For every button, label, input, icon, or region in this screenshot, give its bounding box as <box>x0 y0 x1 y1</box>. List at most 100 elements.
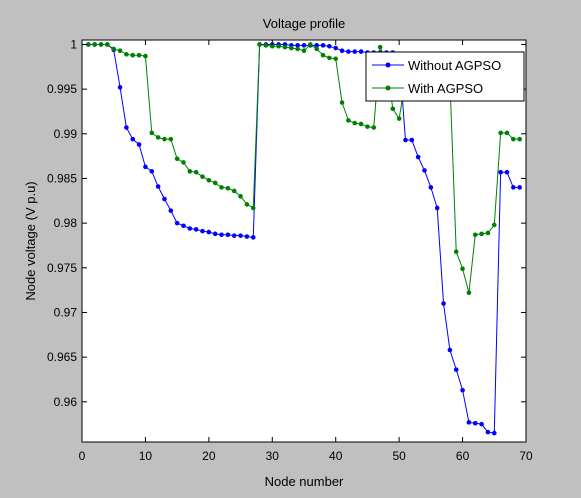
y-tick-label: 0.995 <box>47 82 77 96</box>
data-point-without-agpso <box>429 185 434 190</box>
data-point-without-agpso <box>473 421 478 426</box>
chart-title: Voltage profile <box>263 16 345 31</box>
data-point-without-agpso <box>359 49 364 54</box>
data-point-with-agpso <box>517 137 522 142</box>
data-point-without-agpso <box>416 155 421 160</box>
data-point-without-agpso <box>200 229 205 234</box>
data-point-with-agpso <box>314 47 319 52</box>
y-tick-label: 0.965 <box>47 350 77 364</box>
data-point-without-agpso <box>181 224 186 229</box>
y-axis-label: Node voltage (V p.u) <box>23 181 38 300</box>
x-tick-label: 20 <box>202 449 216 463</box>
data-point-with-agpso <box>200 174 205 179</box>
data-point-with-agpso <box>245 202 250 207</box>
data-point-without-agpso <box>175 221 180 226</box>
data-point-without-agpso <box>188 226 193 231</box>
legend[interactable]: Without AGPSO With AGPSO <box>366 52 524 101</box>
data-point-without-agpso <box>130 137 135 142</box>
data-point-without-agpso <box>460 388 465 393</box>
data-point-with-agpso <box>251 206 256 211</box>
data-point-with-agpso <box>378 45 383 50</box>
y-tick-label: 0.98 <box>54 216 78 230</box>
data-point-without-agpso <box>226 232 231 237</box>
data-point-with-agpso <box>371 125 376 130</box>
y-tick-label: 0.975 <box>47 261 77 275</box>
data-point-with-agpso <box>162 137 167 142</box>
data-point-without-agpso <box>245 234 250 239</box>
data-point-with-agpso <box>226 186 231 191</box>
y-tick-label: 1 <box>70 37 77 51</box>
data-point-with-agpso <box>219 185 224 190</box>
data-point-with-agpso <box>149 131 154 136</box>
data-point-without-agpso <box>448 348 453 353</box>
data-point-without-agpso <box>143 165 148 170</box>
data-point-with-agpso <box>511 137 516 142</box>
data-point-with-agpso <box>454 249 459 254</box>
data-point-without-agpso <box>232 233 237 238</box>
data-point-with-agpso <box>207 178 212 183</box>
data-point-with-agpso <box>333 56 338 61</box>
legend-label-without-agpso: Without AGPSO <box>408 58 501 73</box>
data-point-with-agpso <box>181 160 186 165</box>
y-tick-label: 0.97 <box>54 305 78 319</box>
data-point-with-agpso <box>188 169 193 174</box>
data-point-with-agpso <box>460 266 465 271</box>
x-tick-label: 50 <box>392 449 406 463</box>
data-point-without-agpso <box>251 235 256 240</box>
data-point-with-agpso <box>111 47 116 52</box>
data-point-without-agpso <box>333 46 338 51</box>
data-point-with-agpso <box>169 137 174 142</box>
x-tick-label: 10 <box>139 449 153 463</box>
data-point-without-agpso <box>169 208 174 213</box>
data-point-without-agpso <box>302 43 307 48</box>
data-point-without-agpso <box>492 431 497 436</box>
legend-marker-with-agpso <box>386 86 391 91</box>
data-point-with-agpso <box>505 131 510 136</box>
legend-label-with-agpso: With AGPSO <box>408 81 483 96</box>
data-point-with-agpso <box>295 47 300 52</box>
data-point-without-agpso <box>352 49 357 54</box>
data-point-without-agpso <box>321 43 326 48</box>
data-point-without-agpso <box>410 138 415 143</box>
data-point-with-agpso <box>479 232 484 237</box>
data-point-with-agpso <box>321 53 326 58</box>
data-point-with-agpso <box>143 54 148 59</box>
y-tick-label: 0.985 <box>47 171 77 185</box>
data-point-with-agpso <box>175 157 180 162</box>
x-tick-label: 40 <box>329 449 343 463</box>
data-point-with-agpso <box>346 118 351 123</box>
data-point-with-agpso <box>232 189 237 194</box>
data-point-without-agpso <box>124 125 129 130</box>
data-point-without-agpso <box>219 232 224 237</box>
data-point-with-agpso <box>340 100 345 105</box>
data-point-with-agpso <box>238 194 243 199</box>
data-point-without-agpso <box>403 138 408 143</box>
data-point-without-agpso <box>505 170 510 175</box>
data-point-without-agpso <box>517 185 522 190</box>
data-point-with-agpso <box>264 43 269 48</box>
data-point-without-agpso <box>441 301 446 306</box>
legend-marker-without-agpso <box>386 63 391 68</box>
data-point-with-agpso <box>473 232 478 237</box>
data-point-with-agpso <box>289 46 294 51</box>
data-point-without-agpso <box>194 227 199 232</box>
data-point-with-agpso <box>276 44 281 49</box>
data-point-with-agpso <box>397 116 402 121</box>
data-point-without-agpso <box>498 170 503 175</box>
data-point-without-agpso <box>162 197 167 202</box>
data-point-without-agpso <box>422 168 427 173</box>
data-point-without-agpso <box>327 44 332 49</box>
data-point-with-agpso <box>308 42 313 47</box>
data-point-with-agpso <box>99 42 104 47</box>
y-tick-label: 0.99 <box>54 127 78 141</box>
data-point-without-agpso <box>118 85 123 90</box>
data-point-with-agpso <box>352 121 357 126</box>
data-point-with-agpso <box>213 181 218 186</box>
x-tick-label: 30 <box>266 449 280 463</box>
x-tick-label: 70 <box>519 449 533 463</box>
data-point-without-agpso <box>156 184 161 189</box>
data-point-without-agpso <box>213 232 218 237</box>
data-point-with-agpso <box>137 53 142 58</box>
data-point-with-agpso <box>257 42 262 47</box>
